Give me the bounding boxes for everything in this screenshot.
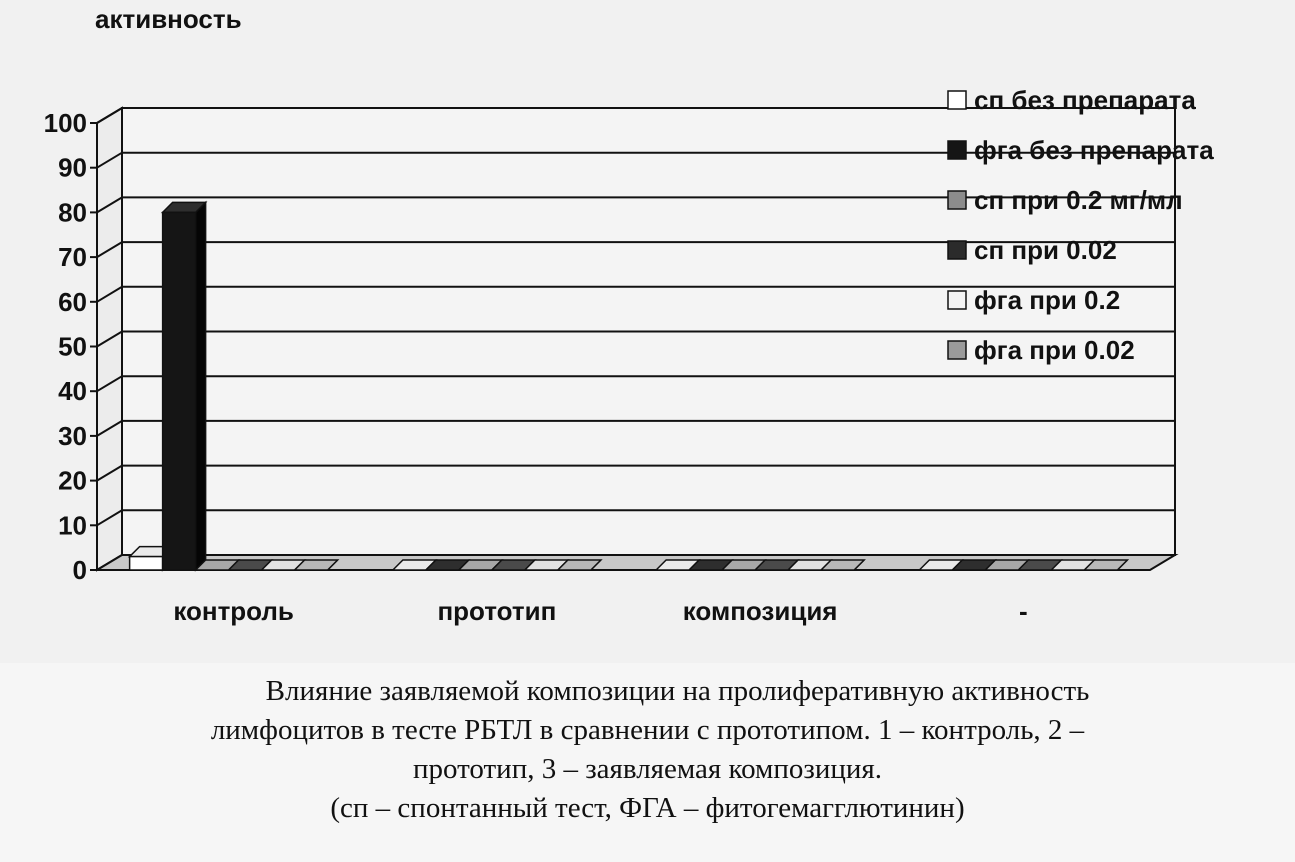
bar-side [196,202,206,570]
x-category-label: контроль [173,596,294,626]
legend-label: сп без препарата [974,85,1196,115]
bar [163,202,206,570]
y-tick-label: 20 [58,466,87,496]
y-tick-label: 30 [58,421,87,451]
y-tick-label: 50 [58,332,87,362]
legend-label: сп при 0.2 мг/мл [974,185,1183,215]
legend-label: сп при 0.02 [974,235,1117,265]
y-tick-label: 60 [58,287,87,317]
bar-front [163,212,196,570]
y-tick-label: 0 [73,555,87,585]
caption-line-4: (сп – спонтанный тест, ФГА – фитогемаггл… [0,789,1295,828]
y-tick-label: 40 [58,376,87,406]
y-tick-label: 90 [58,153,87,183]
x-category-label: - [1019,596,1028,626]
figure-caption: Влияние заявляемой композиции на пролифе… [0,672,1295,828]
y-tick-label: 10 [58,510,87,540]
caption-line-1: Влияние заявляемой композиции на пролифе… [0,672,1295,711]
legend-label: фга без препарата [974,135,1214,165]
y-tick-label: 100 [44,108,87,138]
chart-area: активность 0102030405060708090100контрол… [0,0,1295,660]
bar-front [130,557,163,570]
x-category-label: прототип [437,596,556,626]
legend-swatch [948,291,966,309]
legend-label: фга при 0.02 [974,335,1135,365]
legend-swatch [948,91,966,109]
y-tick-label: 70 [58,242,87,272]
bar-chart: 0 10 20 30 40 50 60 70 80 90 100 контроль прототип ко… [0,0,1295,660]
legend-swatch [948,241,966,259]
caption-line-3: прототип, 3 – заявляемая композиция. [0,750,1295,789]
y-tick-label: 80 [58,197,87,227]
caption-line-2: лимфоцитов в тесте РБТЛ в сравнении с пр… [0,711,1295,750]
legend-swatch [948,141,966,159]
legend-label: фга при 0.2 [974,285,1120,315]
legend-swatch [948,341,966,359]
legend-swatch [948,191,966,209]
x-category-label: композиция [683,596,838,626]
